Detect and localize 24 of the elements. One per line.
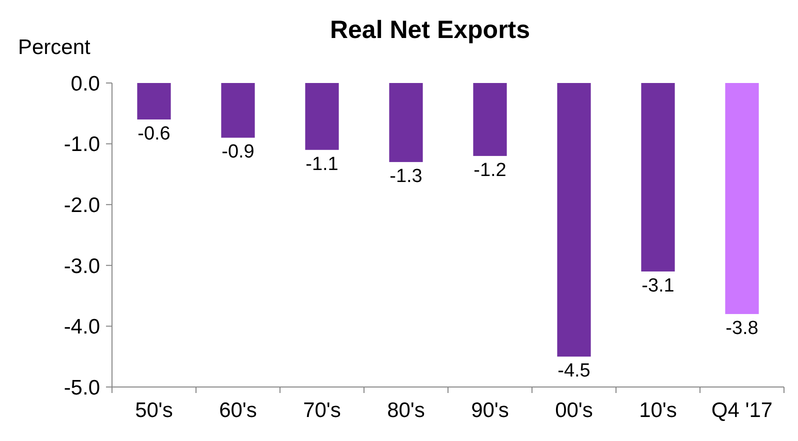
data-label: -3.1 (642, 275, 674, 296)
y-tick-label: -5.0 (64, 376, 100, 400)
data-label: -0.9 (222, 142, 254, 163)
x-tick-label: 50's (135, 399, 173, 422)
y-tick-label: -4.0 (64, 316, 100, 339)
data-label: -1.3 (390, 166, 422, 188)
data-label: -1.2 (474, 160, 506, 181)
chart-title: Real Net Exports (330, 16, 530, 44)
data-label: -3.8 (726, 318, 758, 340)
x-tick-label: Q4 '17 (711, 399, 773, 422)
x-tick-label: 10's (639, 399, 677, 422)
x-tick-label: 70's (303, 399, 341, 422)
data-label: -1.1 (306, 154, 338, 175)
x-tick-label: 90's (471, 399, 509, 422)
y-tick-label: -2.0 (64, 194, 100, 217)
y-axis-title: Percent (18, 36, 91, 59)
data-label: -0.6 (138, 123, 170, 144)
y-tick-label: 0.0 (70, 72, 100, 96)
x-tick-label: 00's (555, 399, 593, 422)
x-tick-label: 80's (387, 399, 425, 422)
y-tick-label: -1.0 (64, 133, 100, 156)
y-tick-label: -3.0 (64, 254, 100, 278)
x-tick-label: 60's (219, 399, 257, 422)
data-label: -4.5 (558, 360, 590, 382)
